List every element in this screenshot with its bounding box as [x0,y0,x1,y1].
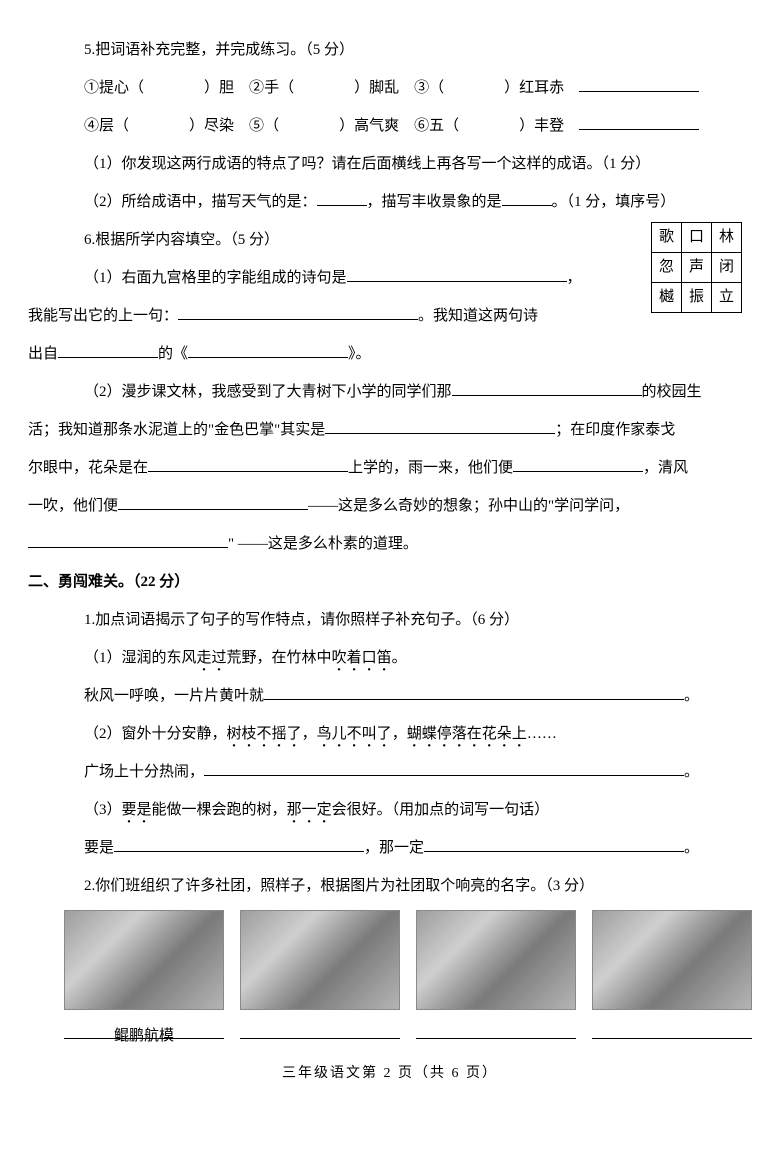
s2-q1-1-blank[interactable] [264,684,684,701]
q6-2-line5: " ——这是多么朴素的道理。 [28,526,752,562]
club-caption-1: 鲲鹏航模 [64,1018,224,1039]
q6-1-blank1[interactable] [347,266,567,283]
q6-1-blank2[interactable] [178,304,418,321]
q6-1-line2: 我能写出它的上一句：。我知道这两句诗 [28,298,752,334]
q6-2-blank3[interactable] [148,456,348,473]
s2-q2: 2.你们班组织了许多社团，照样子，根据图片为社团取个响亮的名字。（3 分） [28,868,752,904]
s2-q1-3a: （3）要是能做一棵会跑的树，那一定会很好。（用加点的词写一句话） [28,792,752,828]
club-image-3 [416,910,576,1010]
q6-2-blank4[interactable] [513,456,643,473]
club-image-4 [592,910,752,1010]
s2-q1-1a: （1）湿润的东风走过荒野，在竹林中吹着口笛。 [28,640,752,676]
q6-2-line3: 尔眼中，花朵是在上学的，雨一来，他们便，清风 [28,450,752,486]
q6-2-blank2[interactable] [325,418,555,435]
q6-1-blank3[interactable] [58,342,158,359]
club-images-row [28,910,752,1010]
q5-item5: ⑤（）高气爽 [249,118,399,134]
club-image-2 [240,910,400,1010]
club-caption-3[interactable] [416,1018,576,1039]
q5-item6: ⑥五（）丰登 [414,118,564,134]
s2-q1-3-blank2[interactable] [424,836,684,853]
q6-2-line4: 一吹，他们便——这是多么奇妙的想象；孙中山的"学问学问， [28,488,752,524]
q5-row2: ④层（）尽染 ⑤（）高气爽 ⑥五（）丰登 [28,108,752,144]
s2-q1-1b: 秋风一呼唤，一片片黄叶就。 [28,678,752,714]
club-caption-4[interactable] [592,1018,752,1039]
q6-1-blank4[interactable] [188,342,348,359]
s2-q1-2b: 广场上十分热闹，。 [28,754,752,790]
q6-2-line2: 活；我知道那条水泥道上的"金色巴掌"其实是；在印度作家泰戈 [28,412,752,448]
q6-1-line3: 出自的《》。 [28,336,752,372]
q5-title: 5.把词语补充完整，并完成练习。（5 分） [28,32,752,68]
q6-2-blank6[interactable] [28,532,228,549]
q5-item2: ②手（）脚乱 [249,80,399,96]
page-footer: 三年级语文第 2 页（共 6 页） [28,1057,752,1091]
q6-title: 6.根据所学内容填空。（5 分） [28,222,752,258]
s2-q1: 1.加点词语揭示了句子的写作特点，请你照样子补充句子。（6 分） [28,602,752,638]
section2-head: 二、勇闯难关。（22 分） [28,564,752,600]
q5-item3: ③（）红耳赤 [414,80,564,96]
q6-1-line1: （1）右面九宫格里的字能组成的诗句是， [28,260,752,296]
q5-row1: ①提心（）胆 ②手（）脚乱 ③（）红耳赤 [28,70,752,106]
q5-sub2-blank2[interactable] [502,190,552,207]
club-image-1 [64,910,224,1010]
q5-blank-top[interactable] [579,76,699,93]
q5-item4: ④层（）尽染 [84,118,234,134]
q6-2-blank1[interactable] [452,380,642,397]
q5-sub2: （2）所给成语中，描写天气的是：，描写丰收景象的是。（1 分，填序号） [28,184,752,220]
s2-q1-3b: 要是，那一定。 [28,830,752,866]
q6-2-blank5[interactable] [118,494,308,511]
club-caption-2[interactable] [240,1018,400,1039]
q5-sub1: （1）你发现这两行成语的特点了吗？请在后面横线上再各写一个这样的成语。（1 分） [28,146,752,182]
s2-q1-2a: （2）窗外十分安静，树枝不摇了，鸟儿不叫了，蝴蝶停落在花朵上…… [28,716,752,752]
q5-blank-bottom[interactable] [579,114,699,131]
q5-sub2-blank1[interactable] [317,190,367,207]
nine-grid: 歌口林 忽声闭 樾振立 [651,222,742,313]
club-captions-row: 鲲鹏航模 [28,1018,752,1039]
q5-item1: ①提心（）胆 [84,80,234,96]
q6-2-line1: （2）漫步课文林，我感受到了大青树下小学的同学们那的校园生 [28,374,752,410]
